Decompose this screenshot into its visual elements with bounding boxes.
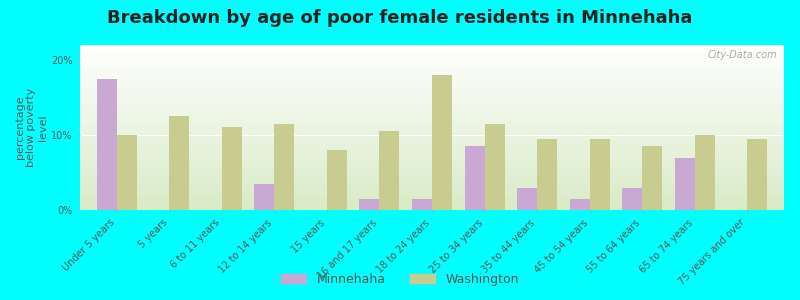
Bar (222, 128, 242, 210)
Y-axis label: percentage
below poverty
level: percentage below poverty level (15, 88, 48, 167)
Bar (432, 75, 452, 210)
Bar (379, 131, 399, 210)
Bar (622, 188, 642, 210)
Bar (170, 116, 190, 210)
Bar (590, 139, 610, 210)
Bar (274, 124, 294, 210)
Bar (642, 146, 662, 210)
Text: City-Data.com: City-Data.com (707, 50, 777, 60)
Bar (254, 184, 274, 210)
Bar (694, 135, 714, 210)
Bar (465, 146, 485, 210)
Bar (117, 135, 137, 210)
Bar (327, 150, 347, 210)
Bar (537, 139, 557, 210)
Bar (570, 199, 590, 210)
Bar (97, 79, 117, 210)
Bar (517, 188, 537, 210)
Bar (485, 124, 505, 210)
Legend: Minnehaha, Washington: Minnehaha, Washington (276, 268, 524, 291)
Bar (747, 139, 767, 210)
Text: Breakdown by age of poor female residents in Minnehaha: Breakdown by age of poor female resident… (107, 9, 693, 27)
Bar (674, 158, 694, 210)
Bar (359, 199, 379, 210)
Bar (412, 199, 432, 210)
